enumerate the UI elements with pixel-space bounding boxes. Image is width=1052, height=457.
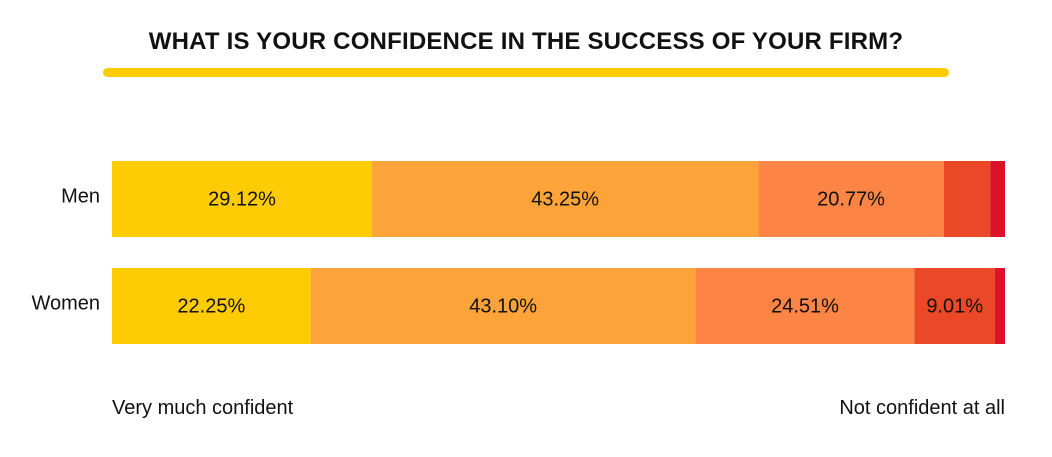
data-label: 43.10% [469, 295, 537, 317]
data-label: 22.25% [177, 295, 245, 317]
bar-row-men: Men 29.12% 43.25% 20.77% [61, 161, 1005, 237]
bar-segment [112, 161, 373, 237]
bar-segment [990, 161, 1005, 237]
bar-segment [112, 268, 311, 344]
bar-segment [943, 161, 991, 237]
data-label: 20.77% [817, 188, 885, 210]
bar-segment [372, 161, 759, 237]
chart-title: WHAT IS YOUR CONFIDENCE IN THE SUCCESS O… [148, 28, 904, 55]
category-label: Men [61, 185, 100, 207]
bar-segment [914, 268, 995, 344]
bar-row-women: Women 22.25% 43.10% 24.51% 9.01% [31, 268, 1005, 344]
data-label: 24.51% [771, 295, 839, 317]
data-label: 9.01% [926, 295, 983, 317]
bar-segment [695, 268, 915, 344]
bar-segment [758, 161, 944, 237]
category-label: Women [31, 292, 100, 314]
data-label: 29.12% [208, 188, 276, 210]
data-label: 43.25% [531, 188, 599, 210]
bar-segment [310, 268, 696, 344]
bar-segment [994, 268, 1005, 344]
scale-label-right: Not confident at all [839, 397, 1005, 419]
title-underline [103, 68, 949, 77]
scale-label-left: Very much confident [112, 397, 294, 419]
